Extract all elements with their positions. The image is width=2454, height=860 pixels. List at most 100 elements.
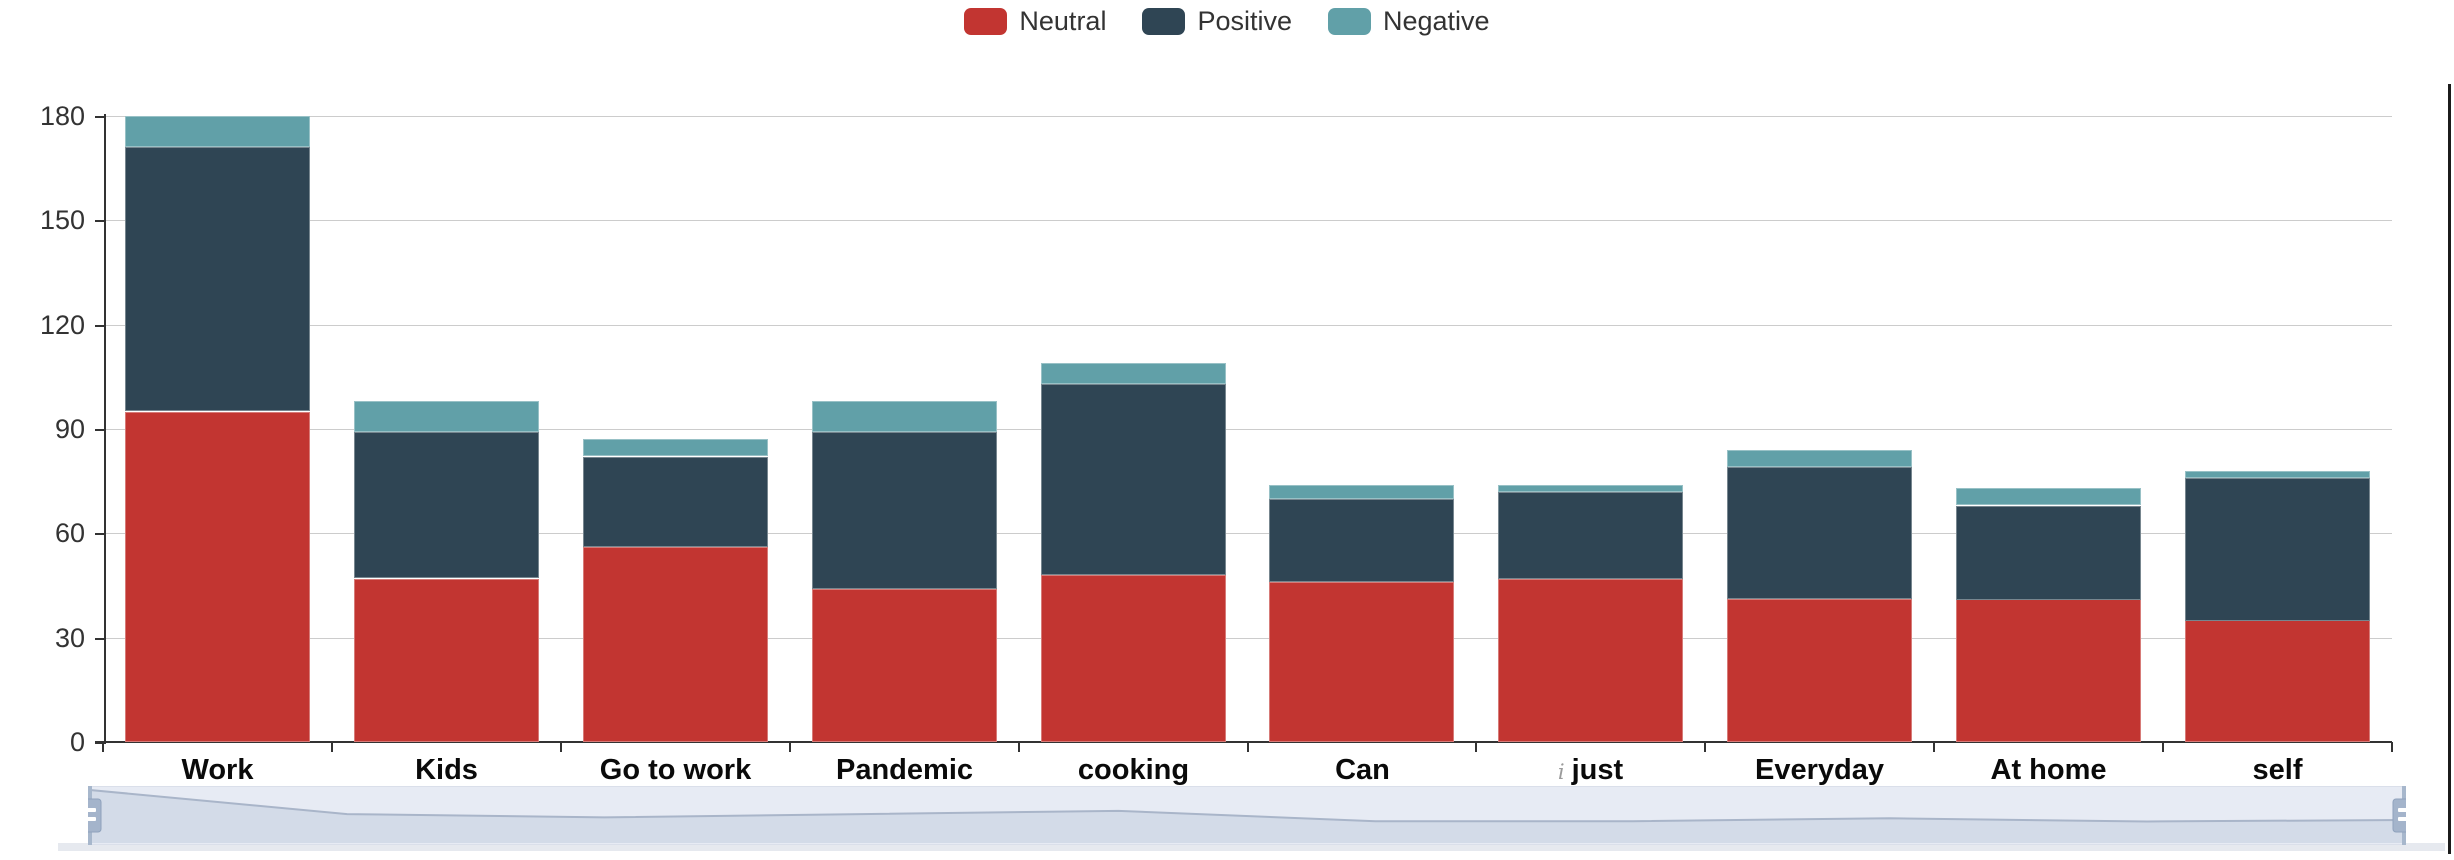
x-axis-label-text: just <box>1571 754 1624 786</box>
faint-prefix-glyph: i <box>1557 760 1565 784</box>
bar-segment-positive-pandemic[interactable] <box>812 432 997 589</box>
bar-segment-neutral-at-home[interactable] <box>1956 599 2141 742</box>
y-axis-tick <box>95 533 104 535</box>
bar-segment-neutral-can[interactable] <box>1269 582 1454 742</box>
gridline-90 <box>105 429 2392 430</box>
bar-segment-neutral-kids[interactable] <box>354 579 539 742</box>
y-axis-label: 150 <box>39 205 85 235</box>
bar-segment-negative-kids[interactable] <box>354 401 539 432</box>
legend-marker-icon <box>964 8 1008 35</box>
y-axis-tick <box>95 638 104 640</box>
x-axis-label-text: Pandemic <box>836 754 973 786</box>
gridline-30 <box>105 638 2392 639</box>
x-axis-tick <box>1704 742 1706 752</box>
x-axis-label-text: Kids <box>415 754 478 786</box>
gridline-60 <box>105 533 2392 534</box>
legend-marker-icon <box>1328 8 1371 35</box>
y-axis-tick <box>95 325 104 327</box>
slider-bottom-band <box>58 843 2445 851</box>
x-axis-label-kids: Kids <box>332 754 561 786</box>
y-axis-tick <box>95 116 104 118</box>
bar-segment-negative-go-to-work[interactable] <box>583 439 768 456</box>
x-axis-label-go-to-work: Go to work <box>561 754 790 786</box>
y-axis-tick <box>95 220 104 222</box>
legend: Neutral Positive Negative <box>0 6 2454 37</box>
x-axis-label-text: cooking <box>1077 754 1190 786</box>
gridline-180 <box>105 116 2392 117</box>
gridline-150 <box>105 220 2392 221</box>
x-axis-tick <box>102 742 104 752</box>
legend-label: Negative <box>1383 6 1490 36</box>
legend-item-neutral[interactable]: Neutral <box>964 6 1106 37</box>
bar-segment-neutral-cooking[interactable] <box>1041 575 1226 742</box>
bar-segment-negative-can[interactable] <box>1269 485 1454 499</box>
x-axis-tick <box>1933 742 1935 752</box>
gridline-120 <box>105 325 2392 326</box>
x-axis-label-text: self <box>2252 754 2303 786</box>
bar-segment-negative-everyday[interactable] <box>1727 450 1912 467</box>
legend-marker-icon <box>1142 8 1186 35</box>
bar-segment-positive-work[interactable] <box>125 147 310 411</box>
legend-label: Positive <box>1197 6 1292 36</box>
x-axis-label-work: Work <box>103 754 332 786</box>
y-axis-tick <box>95 742 104 744</box>
x-axis-label-text: Everyday <box>1755 754 1884 786</box>
bar-segment-negative-cooking[interactable] <box>1041 363 1226 384</box>
bar-segment-positive-everyday[interactable] <box>1727 467 1912 599</box>
legend-label: Neutral <box>1019 6 1107 36</box>
x-axis-label-text: Go to work <box>599 754 752 786</box>
x-axis-tick <box>331 742 333 752</box>
x-axis-line <box>95 741 2392 743</box>
x-axis-label-at-home: At home <box>1934 754 2163 786</box>
x-axis-label-pandemic: Pandemic <box>790 754 1019 786</box>
slider-data-shadow-line <box>89 789 2405 823</box>
x-axis-label-just: i just <box>1476 754 1705 788</box>
x-axis-label-can: Can <box>1248 754 1477 786</box>
bar-segment-negative-at-home[interactable] <box>1956 488 2141 505</box>
x-axis-label-text: At home <box>1990 754 2107 786</box>
bar-segment-negative-self[interactable] <box>2185 471 2370 478</box>
y-axis-label: 120 <box>39 310 85 340</box>
bar-segment-neutral-work[interactable] <box>125 412 310 742</box>
legend-item-negative[interactable]: Negative <box>1328 6 1490 37</box>
right-edge-divider <box>2448 84 2451 854</box>
bar-segment-positive-kids[interactable] <box>354 432 539 578</box>
y-axis-label: 60 <box>54 518 85 548</box>
bar-segment-positive-self[interactable] <box>2185 478 2370 621</box>
bar-segment-neutral-just[interactable] <box>1498 579 1683 742</box>
x-axis-label-cooking: cooking <box>1019 754 1248 786</box>
x-axis-tick <box>789 742 791 752</box>
x-axis-tick <box>1247 742 1249 752</box>
slider-handle-left[interactable] <box>88 786 102 845</box>
x-axis-tick <box>1475 742 1477 752</box>
y-axis-label: 90 <box>54 414 85 444</box>
legend-item-positive[interactable]: Positive <box>1142 6 1292 37</box>
bar-segment-negative-just[interactable] <box>1498 485 1683 492</box>
x-axis-label-everyday: Everyday <box>1705 754 1934 786</box>
bar-segment-negative-pandemic[interactable] <box>812 401 997 432</box>
bar-segment-positive-can[interactable] <box>1269 499 1454 582</box>
x-axis-label-text: Work <box>181 754 254 786</box>
x-axis-tick <box>2162 742 2164 752</box>
y-axis-label: 180 <box>39 101 85 131</box>
x-axis-tick <box>2391 742 2393 752</box>
slider-handle-right[interactable] <box>2392 786 2406 845</box>
y-axis-label: 30 <box>54 623 85 653</box>
datazoom-slider[interactable] <box>88 786 2406 845</box>
bar-segment-positive-cooking[interactable] <box>1041 384 1226 575</box>
x-axis-label-self: self <box>2163 754 2392 786</box>
bar-segment-negative-work[interactable] <box>125 116 310 147</box>
bar-segment-positive-at-home[interactable] <box>1956 506 2141 600</box>
x-axis-label-text: Can <box>1335 754 1390 786</box>
x-axis-tick <box>1018 742 1020 752</box>
y-axis-tick <box>95 429 104 431</box>
bar-segment-neutral-go-to-work[interactable] <box>583 547 768 742</box>
bar-segment-positive-go-to-work[interactable] <box>583 457 768 547</box>
y-axis-label: 0 <box>69 727 85 757</box>
bar-segment-positive-just[interactable] <box>1498 492 1683 579</box>
bar-segment-neutral-pandemic[interactable] <box>812 589 997 742</box>
bar-segment-neutral-self[interactable] <box>2185 620 2370 742</box>
y-axis-line <box>104 114 106 744</box>
bar-segment-neutral-everyday[interactable] <box>1727 599 1912 742</box>
x-axis-tick <box>560 742 562 752</box>
